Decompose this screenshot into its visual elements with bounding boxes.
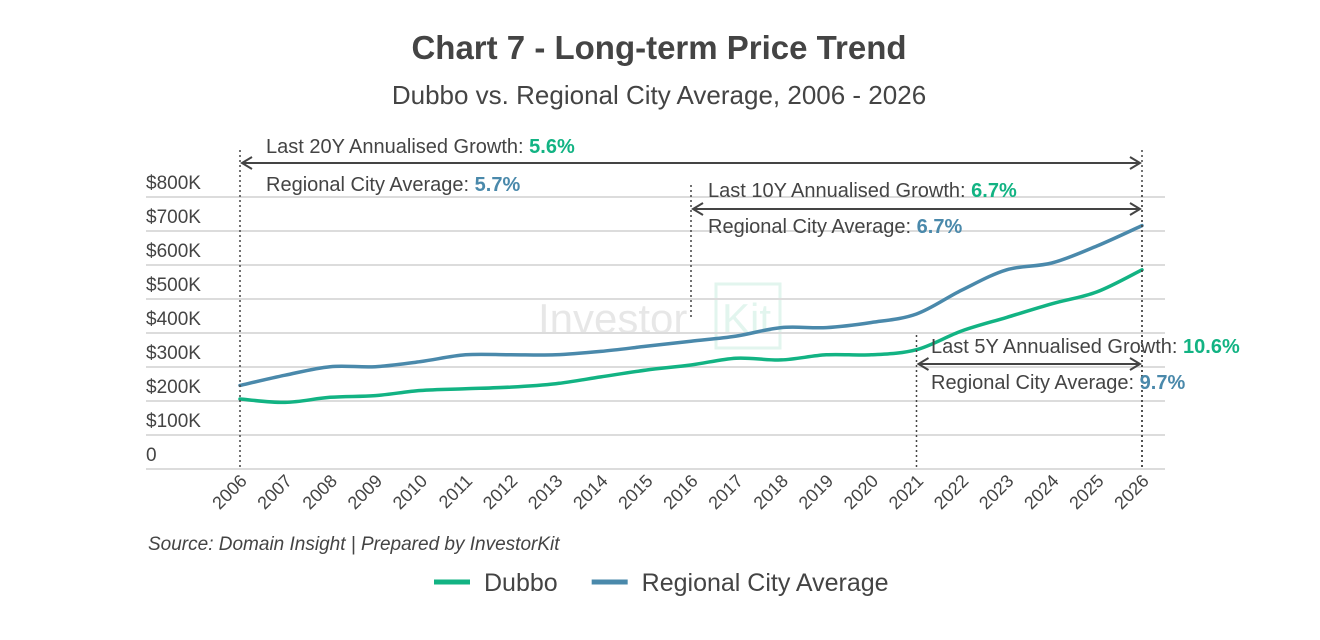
legend-label: Dubbo: [484, 569, 558, 597]
y-tick-label: 0: [146, 445, 157, 466]
y-tick-label: $700K: [146, 207, 201, 228]
y-axis: 0 $100K $200K $300K $400K $500K $600K $700K $800…: [146, 173, 201, 466]
x-tick-label: 2017: [704, 471, 746, 513]
x-tick-label: 2010: [389, 471, 431, 513]
x-tick-label: 2014: [569, 471, 611, 513]
arrowhead-icon: [240, 156, 1142, 170]
legend: Dubbo Regional City Average: [434, 569, 889, 597]
average-label: Regional City Average: 5.7%: [266, 174, 520, 196]
chart-title: Chart 7 - Long-term Price Trend: [411, 29, 906, 66]
series-line-dubbo: [238, 268, 1144, 405]
average-label: Regional City Average: 6.7%: [708, 216, 962, 238]
average-label: Regional City Average: 9.7%: [931, 372, 1185, 394]
x-tick-label: 2021: [885, 471, 927, 513]
x-tick-label: 2011: [435, 471, 477, 513]
annotation-20y: Last 20Y Annualised Growth: 5.6% Regional…: [239, 136, 1143, 467]
growth-value: 5.6%: [529, 136, 575, 158]
y-tick-label: $300K: [146, 343, 201, 364]
x-tick-label: 2016: [659, 471, 701, 513]
x-tick-label: 2023: [975, 471, 1017, 513]
legend-item-dubbo: Dubbo: [434, 569, 558, 597]
growth-label: Last 5Y Annualised Growth: 10.6%: [931, 336, 1240, 358]
legend-label: Regional City Average: [642, 569, 889, 597]
growth-label: Last 20Y Annualised Growth: 5.6%: [266, 136, 575, 158]
gridlines: [146, 196, 1165, 470]
growth-value: 6.7%: [971, 180, 1017, 202]
x-tick-label: 2025: [1065, 471, 1107, 513]
y-tick-label: $800K: [146, 173, 201, 194]
source-note: Source: Domain Insight | Prepared by Inv…: [148, 534, 560, 555]
x-tick-label: 2015: [614, 471, 656, 513]
arrowhead-icon: [691, 202, 1142, 216]
y-tick-label: $600K: [146, 241, 201, 262]
svg-text:Investor: Investor: [538, 295, 687, 342]
series-lines: [238, 223, 1144, 405]
series-line-regional-city-average: [238, 223, 1144, 388]
x-tick-label: 2024: [1020, 471, 1062, 513]
y-tick-label: $100K: [146, 411, 201, 432]
chart-subtitle: Dubbo vs. Regional City Average, 2006 - …: [392, 80, 926, 110]
x-tick-label: 2009: [344, 471, 386, 513]
average-value: 6.7%: [917, 216, 963, 238]
x-tick-label: 2012: [479, 471, 521, 513]
x-tick-label: 2019: [795, 471, 837, 513]
growth-value: 10.6%: [1183, 336, 1240, 358]
x-tick-label: 2013: [524, 471, 566, 513]
x-tick-label: 2022: [930, 471, 972, 513]
x-tick-label: 2026: [1110, 471, 1152, 513]
arrowhead-icon: [916, 357, 1142, 371]
x-tick-label: 2006: [208, 471, 250, 513]
growth-annotations: Last 20Y Annualised Growth: 5.6% Regional…: [239, 136, 1240, 467]
investorkit-watermark: Investor Kit: [538, 282, 782, 350]
growth-label: Last 10Y Annualised Growth: 6.7%: [708, 180, 1017, 202]
average-value: 9.7%: [1140, 372, 1186, 394]
annotation-10y: Last 10Y Annualised Growth: 6.7% Regional…: [690, 180, 1143, 467]
legend-item-regional-city-average: Regional City Average: [591, 569, 889, 597]
x-tick-label: 2018: [750, 471, 792, 513]
x-tick-label: 2007: [253, 471, 295, 513]
y-tick-label: $500K: [146, 275, 201, 296]
y-tick-label: $400K: [146, 309, 201, 330]
x-axis: 2006 2007 2008 2009 2010 2011 2012 2013 2014 2015…: [208, 471, 1152, 513]
y-tick-label: $200K: [146, 377, 201, 398]
annotation-5y: Last 5Y Annualised Growth: 10.6% Regional…: [915, 335, 1240, 467]
x-tick-label: 2020: [840, 471, 882, 513]
x-tick-label: 2008: [299, 471, 341, 513]
average-value: 5.7%: [475, 174, 521, 196]
